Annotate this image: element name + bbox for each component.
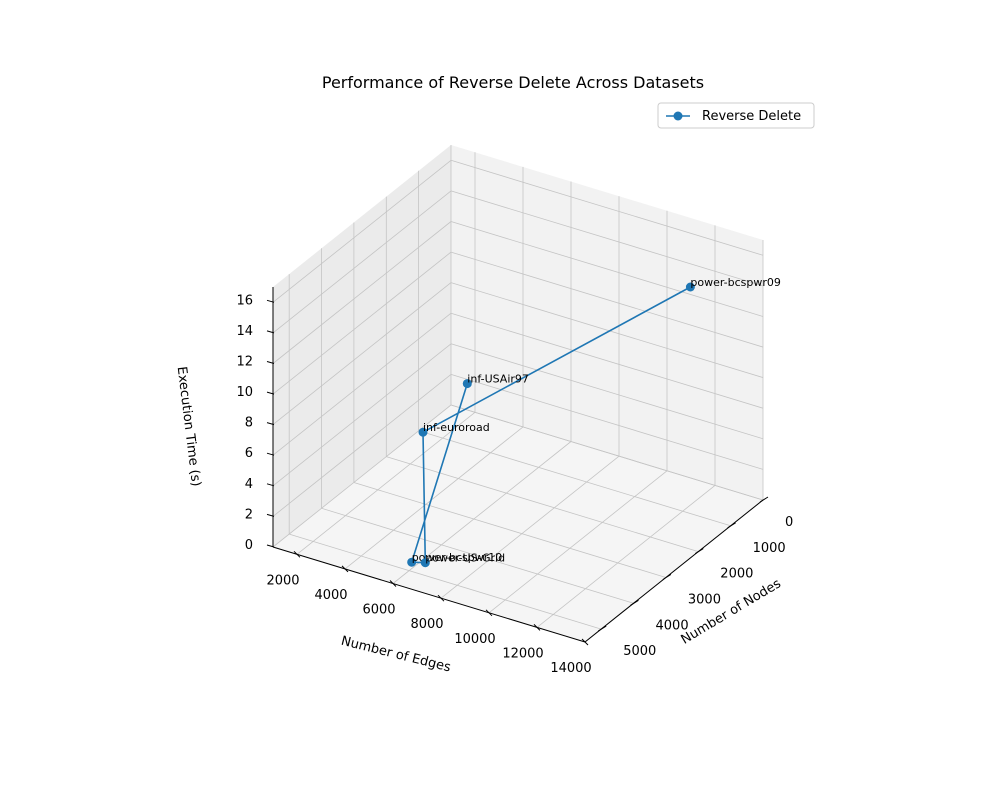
x-tick-label: 8000 — [410, 617, 443, 632]
y-tick-label: 1000 — [753, 541, 786, 556]
grid-z-left-14 — [272, 190, 452, 334]
data-point — [407, 557, 417, 567]
y-tick-label: 2000 — [720, 567, 753, 582]
z-tick-mark-2 — [266, 513, 275, 517]
x-tick-label: 2000 — [266, 573, 299, 588]
y-tick-mark-3000 — [662, 574, 672, 580]
z-tick-label: 10 — [236, 385, 253, 400]
data-point — [685, 282, 695, 292]
x-tick-label: 4000 — [314, 588, 347, 603]
z-tick-label: 2 — [245, 507, 253, 522]
x-tick-mark-4000 — [341, 565, 349, 573]
z-tick-label: 8 — [245, 416, 253, 431]
grid-y-floor-2000 — [386, 456, 699, 552]
x-tick-mark-10000 — [485, 609, 493, 617]
z-tick-mark-0 — [266, 544, 275, 548]
z-tick-label: 12 — [236, 355, 253, 370]
pane-back-xz — [451, 145, 763, 500]
x-tick-mark-14000 — [581, 638, 589, 646]
grid-z-back-4 — [450, 343, 764, 440]
z-tick-mark-14 — [266, 330, 275, 334]
y-tick-mark-4000 — [630, 599, 639, 606]
data-point-label: power-bcspwr10 — [412, 551, 503, 564]
y-tick-mark-0 — [759, 496, 769, 503]
y-tick-label: 4000 — [656, 618, 689, 633]
grid-z-back-10 — [450, 251, 764, 348]
x-tick-label: 12000 — [502, 646, 543, 661]
z-tick-mark-10 — [266, 391, 275, 395]
x-tick-label: 10000 — [454, 632, 495, 647]
grid-z-back-2 — [450, 374, 764, 470]
z-tick-label: 0 — [245, 538, 253, 553]
x-tick-mark-2000 — [293, 550, 301, 558]
x-tick-mark-6000 — [389, 580, 397, 587]
z-tick-mark-8 — [266, 422, 275, 426]
y-tick-mark-5000 — [597, 625, 607, 632]
grid-z-left-8 — [272, 282, 452, 425]
data-point-label: power-US-Grid — [425, 552, 505, 565]
legend: Reverse Delete — [657, 102, 815, 129]
y-tick-label: 5000 — [623, 644, 656, 659]
grid-z-back-6 — [450, 312, 764, 409]
y-tick-label: 3000 — [688, 593, 721, 608]
z-tick-label: 14 — [236, 324, 253, 339]
z-tick-mark-16 — [266, 299, 275, 303]
grid-x-floor-12000 — [536, 485, 716, 628]
grid-x-floor-2000 — [296, 411, 476, 555]
grid-z-back-16 — [450, 159, 764, 256]
grid-y-floor-3000 — [353, 482, 667, 578]
z-tick-mark-4 — [266, 483, 275, 487]
grid-z-left-2 — [272, 374, 452, 517]
chart-title: Performance of Reverse Delete Across Dat… — [322, 73, 704, 92]
grid-z-back-12 — [450, 221, 764, 317]
data-point-label: inf-USAir97 — [467, 373, 529, 386]
x-tick-label: 6000 — [362, 603, 395, 618]
data-point — [418, 427, 428, 437]
legend-label-reverse-delete: Reverse Delete — [702, 109, 801, 124]
tick-labels: 2000400060008000100001200014000010002000… — [236, 293, 793, 676]
z-tick-label: 4 — [245, 477, 253, 492]
legend-frame — [657, 102, 815, 129]
x-tick-mark-12000 — [533, 624, 541, 631]
data-point-label: inf-euroroad — [423, 421, 490, 434]
z-tick-label: 16 — [236, 293, 253, 308]
grid-x-floor-10000 — [488, 470, 668, 614]
grid-z-left-16 — [272, 159, 452, 303]
grid-x-floor-8000 — [440, 455, 620, 599]
grid-z-left-10 — [272, 251, 452, 395]
grid-z-left-12 — [272, 221, 452, 364]
data-point-label: power-bcspwr09 — [690, 276, 781, 289]
grid-y-floor-5000 — [289, 533, 602, 630]
y-tick-mark-2000 — [695, 548, 704, 555]
grid-z-back-8 — [450, 282, 764, 378]
data-point — [420, 558, 430, 568]
grid-x-floor-4000 — [344, 426, 524, 570]
axes-panes — [273, 145, 763, 642]
axis-lines — [266, 287, 769, 646]
grid-z-back-14 — [450, 190, 764, 287]
grid-y-floor-4000 — [321, 507, 634, 604]
z-tick-mark-12 — [266, 361, 275, 364]
grid-z-back-0 — [450, 404, 764, 501]
legend-marker-reverse-delete — [673, 111, 683, 121]
pane-floor-xy — [273, 405, 763, 642]
x-axis-line — [272, 546, 586, 643]
grid-lines — [272, 145, 764, 643]
data-point — [462, 379, 472, 389]
grid-y-floor-1000 — [418, 430, 731, 527]
grid-z-left-6 — [272, 312, 452, 456]
z-tick-label: 6 — [245, 446, 253, 461]
x-tick-label: 14000 — [550, 661, 591, 676]
z-tick-mark-6 — [266, 452, 275, 456]
grid-z-left-4 — [272, 343, 452, 487]
x-tick-mark-8000 — [437, 594, 445, 602]
y-tick-mark-1000 — [727, 522, 736, 529]
pane-left-yz — [273, 145, 451, 547]
y-tick-label: 0 — [785, 515, 793, 530]
